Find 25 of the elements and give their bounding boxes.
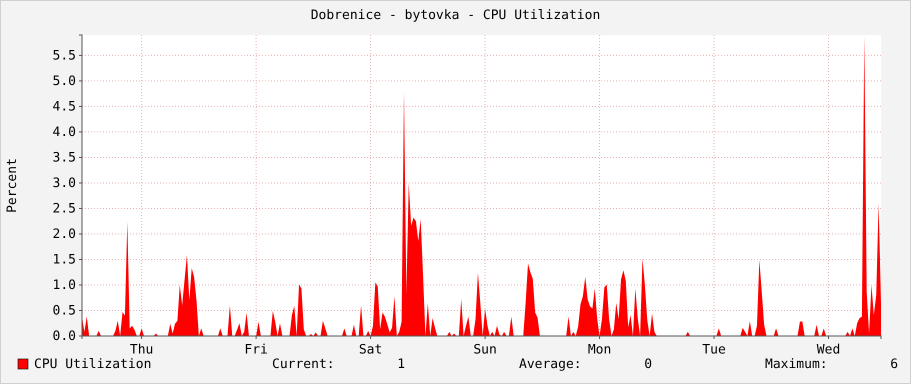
x-tick-label: Tue bbox=[702, 342, 726, 358]
y-tick-label: 1.0 bbox=[52, 278, 76, 294]
y-tick-label: 0.0 bbox=[52, 329, 76, 344]
x-tick-label: Wed bbox=[816, 342, 840, 358]
text: Current: 1 bbox=[272, 357, 406, 372]
y-tick-label: 4.5 bbox=[52, 100, 76, 115]
y-tick-label: 0.5 bbox=[52, 304, 76, 319]
y-tick-label: 5.5 bbox=[52, 48, 76, 64]
chart-title: Dobrenice - bytovka - CPU Utilization bbox=[310, 8, 600, 23]
x-tick-label: Sat bbox=[358, 342, 382, 358]
y-tick-label: 2.0 bbox=[52, 227, 76, 242]
x-tick-label: Mon bbox=[588, 342, 612, 358]
y-tick-label: 3.5 bbox=[52, 150, 76, 166]
legend-label: CPU Utilization bbox=[34, 357, 152, 372]
y-tick-label: 3.0 bbox=[52, 176, 76, 192]
x-tick-label: Thu bbox=[130, 342, 154, 358]
text: Maximum: 6 bbox=[765, 357, 898, 372]
x-tick-label: Sun bbox=[473, 342, 497, 358]
text: Average: 0 bbox=[519, 357, 652, 372]
y-tick-label: 1.5 bbox=[52, 252, 76, 268]
y-tick-label: 2.5 bbox=[52, 202, 76, 217]
y-tick-label: 4.0 bbox=[52, 125, 76, 140]
y-axis-title: Percent bbox=[5, 158, 20, 213]
x-tick-label: Fri bbox=[244, 342, 268, 358]
y-tick-label: 5.0 bbox=[52, 74, 76, 90]
